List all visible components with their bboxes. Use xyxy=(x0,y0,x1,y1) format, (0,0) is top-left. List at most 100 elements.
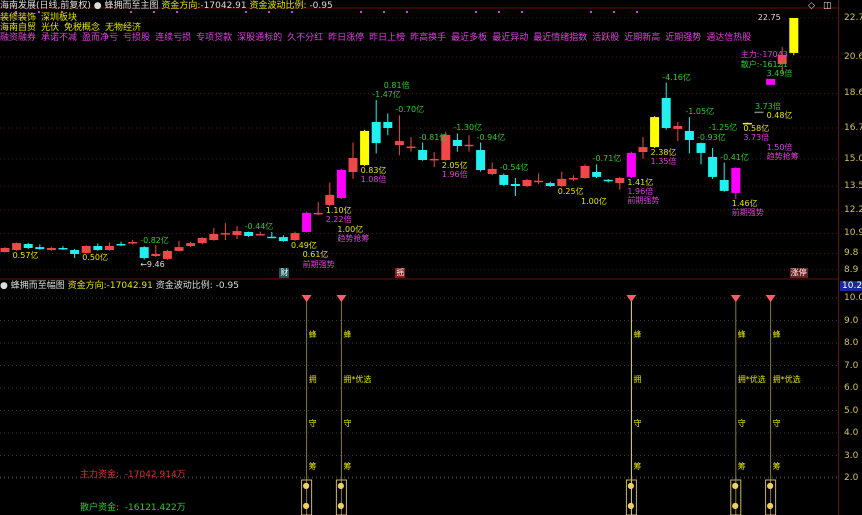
concept-tag[interactable]: 昨高换手 xyxy=(410,33,447,43)
concept-tag[interactable]: 融资融券 xyxy=(0,33,37,43)
price-tick: 15.0 xyxy=(844,153,862,164)
candle-body xyxy=(731,168,741,193)
candle-body xyxy=(70,250,80,254)
candle-annotation: -0.94亿 xyxy=(476,132,506,142)
signal-text: 拥 xyxy=(633,375,642,384)
main-fund-value: -17042.914万 xyxy=(124,470,186,480)
candle-body xyxy=(116,244,126,246)
chart-header: 海南发展(日线,前复权) ● 蜂拥而至主图 资金方向:-17042.91 资金波… xyxy=(0,1,333,11)
money-bag-icon: ● xyxy=(337,481,345,490)
signal-text: 筹 xyxy=(737,462,746,471)
money-bag-icon: ● xyxy=(766,481,774,490)
concept-tag[interactable]: 最近多板 xyxy=(451,33,488,43)
concept-tag[interactable]: 承诺不减 xyxy=(41,33,78,43)
candle-body xyxy=(661,98,671,128)
signal-dot xyxy=(498,11,500,13)
candle-body xyxy=(302,212,312,232)
candle-annotation: 0.49亿 xyxy=(291,240,317,250)
money-bag-icon: ● xyxy=(337,501,345,510)
concept-tag[interactable]: 久不分红 xyxy=(287,33,324,43)
lower-fund-label: 资金方向: xyxy=(67,281,107,291)
lower-tick: 7.0 xyxy=(844,360,859,371)
price-tick: 20.6 xyxy=(844,52,862,63)
candle-body xyxy=(197,238,207,244)
candle-annotation: 3.49倍 xyxy=(766,68,793,78)
candle-annotation: -1.47亿 xyxy=(372,90,401,99)
event-tag[interactable]: 涨停 xyxy=(789,268,808,278)
concept-tag[interactable]: 光伏 xyxy=(41,23,60,33)
concept-tag[interactable]: 最近情绪指数 xyxy=(533,33,588,43)
concept-tag[interactable]: 通达信热股 xyxy=(706,33,752,43)
candle-annotation: -1.30亿 xyxy=(453,123,483,133)
candle-annotation: 0.58亿 xyxy=(743,124,770,134)
concept-tag[interactable]: 专项贷款 xyxy=(196,33,233,43)
window-layout-icon[interactable]: ◫ xyxy=(823,1,832,11)
candle-annotation: 0.57亿 xyxy=(12,250,39,260)
concept-tag[interactable]: 亏损股 xyxy=(123,33,151,43)
concept-tag[interactable]: 近期新高 xyxy=(624,33,661,43)
candle-annotation: 0.81倍 xyxy=(383,80,410,90)
concept-tag[interactable]: 装修装饰 xyxy=(0,13,37,23)
signal-text: 拥*优选 xyxy=(343,375,372,384)
candle-annotation: 前期强势 xyxy=(731,207,764,217)
current-value-badge: 10.28 xyxy=(840,281,862,291)
signal-dot xyxy=(406,11,408,13)
money-bag-icon: ● xyxy=(302,481,310,490)
candle-annotation: 主力:-17043 xyxy=(740,50,788,59)
candle-annotation: 散户:-16121 xyxy=(740,60,788,69)
candle-annotation: 22.75 xyxy=(757,13,781,22)
money-box xyxy=(765,479,777,515)
candle-annotation: 1.10亿 xyxy=(325,206,352,216)
candle-body xyxy=(383,122,393,128)
event-tag[interactable]: 摇 xyxy=(395,268,406,278)
price-tick: 13.5 xyxy=(844,181,862,192)
signal-text: 守 xyxy=(343,419,352,428)
concept-tag[interactable]: 昨日上榜 xyxy=(369,33,406,43)
price-chart[interactable] xyxy=(0,0,838,515)
candle-annotation: -0.70亿 xyxy=(395,105,425,115)
concept-tag[interactable]: 昨日涨停 xyxy=(328,33,365,43)
concept-tag[interactable]: 活跃股 xyxy=(592,33,620,43)
candle-annotation: -0.54亿 xyxy=(499,163,529,173)
candle-body xyxy=(128,242,138,244)
lower-fund-value: -17042.91 xyxy=(106,281,153,291)
retail-fund: 散户资金: -16121.422万 xyxy=(80,503,186,513)
candle-body xyxy=(592,172,602,177)
lower-tick: 4.0 xyxy=(844,428,859,438)
concept-tag[interactable]: 深股通标的 xyxy=(237,33,283,43)
diamond-icon xyxy=(336,295,347,302)
concept-tag[interactable]: 无物经济 xyxy=(105,23,142,33)
concept-tag[interactable]: 盈而净亏 xyxy=(82,33,119,43)
indicator-name[interactable]: 蜂拥而至主图 xyxy=(104,1,159,11)
concept-tag[interactable]: 最近异动 xyxy=(492,33,529,43)
candle-annotation: 1.96倍 xyxy=(441,169,468,179)
lower-tick: 6.0 xyxy=(844,383,859,393)
candle-annotation: -0.71亿 xyxy=(592,154,622,164)
fund-direction-value: -17042.91 xyxy=(200,1,247,11)
concept-tag[interactable]: 近期强势 xyxy=(665,33,702,43)
lower-pane-header: ● 蜂拥而至幅图 资金方向:-17042.91 资金波动比例: -0.95 xyxy=(0,281,239,291)
money-box xyxy=(335,479,347,515)
candle-body xyxy=(186,243,196,246)
indicator-icon: ● xyxy=(93,1,102,11)
candle-annotation: 2.22倍 xyxy=(325,215,352,225)
lower-tick: 9.0 xyxy=(844,315,859,326)
concept-tag[interactable]: 连续亏损 xyxy=(155,33,192,43)
candle-body xyxy=(615,178,625,184)
concept-tag[interactable]: 深圳板块 xyxy=(41,13,78,23)
candle-body xyxy=(476,150,486,170)
price-tick: 22.75 xyxy=(844,13,862,23)
retail-fund-label: 散户资金: xyxy=(80,503,120,513)
concept-tag[interactable]: 海南自贸 xyxy=(0,23,37,33)
signal-dot xyxy=(360,11,362,13)
diamond-icon[interactable]: ◇ xyxy=(808,1,815,11)
lower-tick: 5.0 xyxy=(844,405,859,416)
event-tag[interactable]: 财 xyxy=(279,268,290,278)
lower-indicator-name[interactable]: 蜂拥而至幅图 xyxy=(10,281,65,291)
candle-body xyxy=(23,244,33,248)
signal-dot xyxy=(61,11,63,13)
signal-dot xyxy=(245,11,247,13)
candle-annotation: 1.00亿 xyxy=(581,196,607,206)
candle-body xyxy=(232,231,242,236)
concept-tag[interactable]: 免税概念 xyxy=(64,23,101,33)
